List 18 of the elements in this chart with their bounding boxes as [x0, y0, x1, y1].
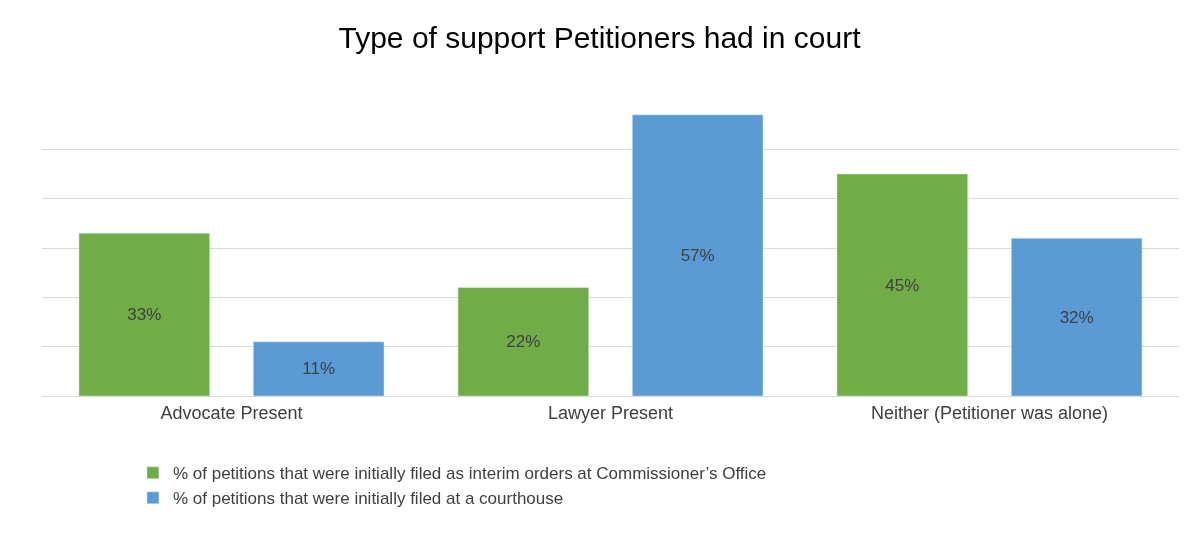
legend-label: % of petitions that were initially filed as interim orders at Commissioner’s Office: [172, 464, 767, 484]
data-label: 11%: [302, 359, 336, 379]
bar: [836, 173, 968, 396]
bar: [253, 341, 385, 396]
x-tick-label: Advocate Present: [160, 402, 303, 423]
bar: [1011, 237, 1143, 396]
data-label: 32%: [1059, 307, 1094, 327]
x-tick-label: Neither (Petitioner was alone): [870, 402, 1109, 423]
data-label: 57%: [680, 245, 715, 265]
data-label: 33%: [127, 305, 162, 325]
data-label: 22%: [506, 332, 541, 352]
x-tick-label: Lawyer Present: [547, 402, 674, 423]
chart-title: Type of support Petitioners had in court: [338, 21, 862, 55]
bar: [78, 232, 210, 396]
bar: [632, 114, 764, 396]
bar: [457, 287, 589, 396]
data-label: 45%: [885, 275, 920, 295]
legend-label: % of petitions that were initially filed at a courthouse: [172, 489, 564, 509]
